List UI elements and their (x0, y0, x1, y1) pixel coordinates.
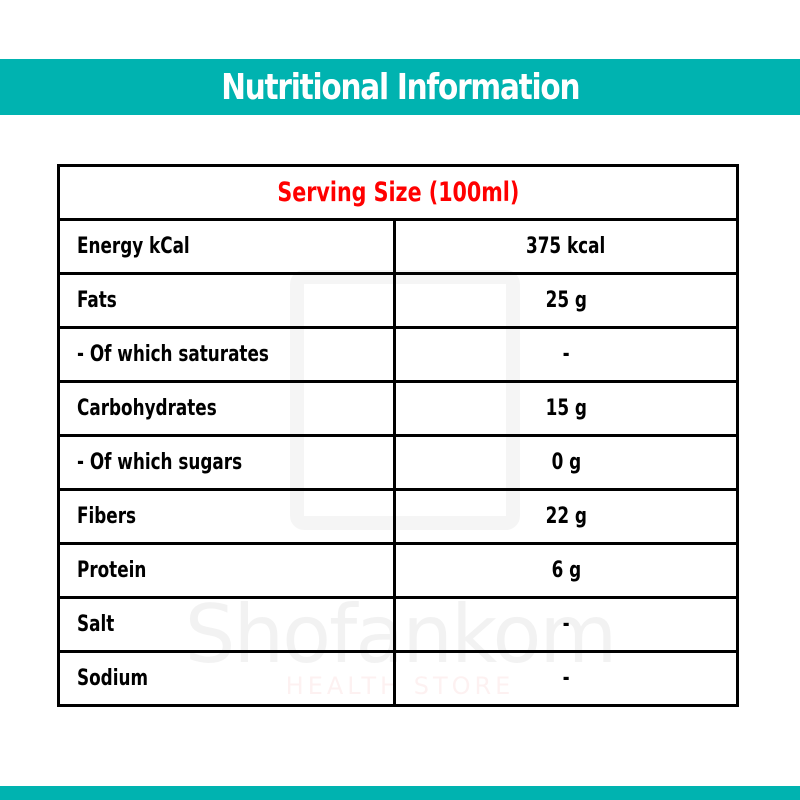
nutrient-label: Sodium (77, 666, 149, 691)
serving-size-row: Serving Size (100ml) (57, 164, 739, 221)
nutrient-label: Fats (77, 288, 117, 313)
table-row: Sodium - (57, 650, 739, 707)
nutrient-value: 22 g (545, 504, 587, 529)
nutrient-label-cell: Fibers (57, 488, 396, 545)
nutrient-value-cell: 0 g (393, 434, 739, 491)
nutrient-value-cell: - (393, 596, 739, 653)
nutrient-value-cell: 375 kcal (393, 218, 739, 275)
table-row: Fats 25 g (57, 272, 739, 329)
page-title: Nutritional Information (221, 66, 580, 108)
table-row: Salt - (57, 596, 739, 653)
nutrient-label: Energy kCal (77, 234, 190, 259)
nutrient-value: - (562, 342, 570, 367)
nutrient-label: - Of which sugars (77, 450, 243, 475)
serving-size: Serving Size (100ml) (277, 177, 519, 208)
nutrient-label: Fibers (77, 504, 137, 529)
nutrient-label: Salt (77, 612, 115, 637)
nutrient-label: - Of which saturates (77, 342, 269, 367)
nutrient-value: 15 g (545, 396, 587, 421)
nutrient-value-cell: 25 g (393, 272, 739, 329)
nutrient-value: - (562, 666, 570, 691)
nutrient-label-cell: Salt (57, 596, 396, 653)
nutrient-value: 375 kcal (526, 234, 606, 259)
nutrient-label-cell: Carbohydrates (57, 380, 396, 437)
nutrient-label: Carbohydrates (77, 396, 217, 421)
table-row: - Of which saturates - (57, 326, 739, 383)
nutrient-value-cell: 22 g (393, 488, 739, 545)
nutrient-value: 0 g (551, 450, 581, 475)
nutrient-label-cell: Protein (57, 542, 396, 599)
nutrient-label-cell: - Of which saturates (57, 326, 396, 383)
nutrient-label-cell: - Of which sugars (57, 434, 396, 491)
serving-size-cell: Serving Size (100ml) (57, 164, 739, 221)
nutrient-label-cell: Sodium (57, 650, 396, 707)
nutrient-label-cell: Fats (57, 272, 396, 329)
nutrient-label-cell: Energy kCal (57, 218, 396, 275)
bottom-banner (0, 786, 800, 800)
table-row: Energy kCal 375 kcal (57, 218, 739, 275)
nutrient-value-cell: - (393, 326, 739, 383)
table-row: Protein 6 g (57, 542, 739, 599)
nutrient-value-cell: 6 g (393, 542, 739, 599)
nutrient-value-cell: 15 g (393, 380, 739, 437)
table-row: - Of which sugars 0 g (57, 434, 739, 491)
table-row: Carbohydrates 15 g (57, 380, 739, 437)
title-banner: Nutritional Information (0, 59, 800, 115)
nutrient-value-cell: - (393, 650, 739, 707)
nutrient-label: Protein (77, 558, 147, 583)
nutrition-table: Serving Size (100ml) Energy kCal 375 kcal… (57, 164, 739, 707)
nutrient-value: 25 g (545, 288, 587, 313)
nutrient-value: - (562, 612, 570, 637)
nutrient-value: 6 g (551, 558, 581, 583)
table-row: Fibers 22 g (57, 488, 739, 545)
